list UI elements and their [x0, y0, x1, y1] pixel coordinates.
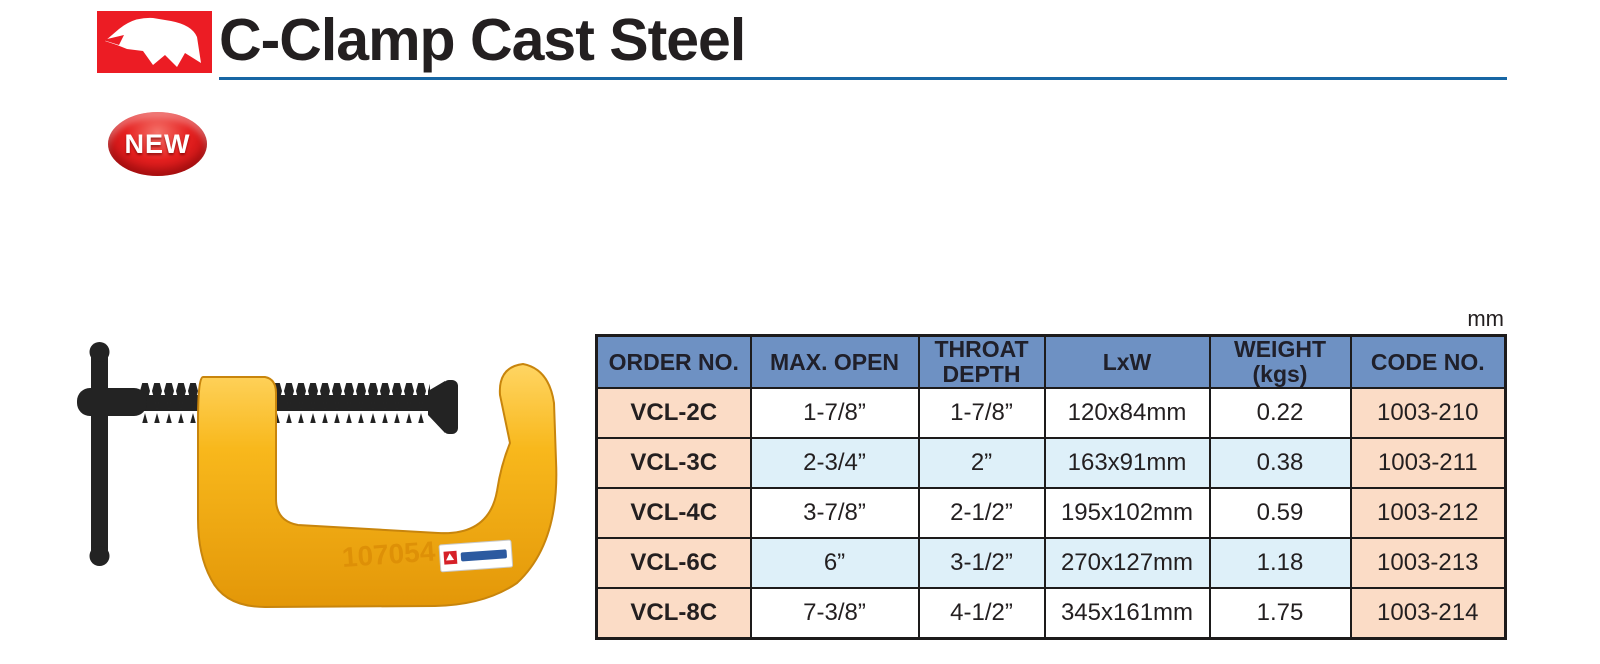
- cell-order-no: VCL-6C: [595, 537, 752, 589]
- cell-throat-depth: 1-7/8”: [917, 387, 1046, 439]
- column-header-code-no: CODE NO.: [1349, 334, 1507, 389]
- unit-note: mm: [1467, 306, 1504, 331]
- column-header-max-open: MAX. OPEN: [749, 334, 920, 389]
- column-header-weight: WEIGHT (kgs): [1208, 334, 1352, 389]
- table-header-row: ORDER NO. MAX. OPEN THROAT DEPTH LxW WEI…: [595, 334, 1507, 389]
- table-row: VCL-8C 7-3/8” 4-1/2” 345x161mm 1.75 1003…: [595, 587, 1507, 640]
- cell-code-no: 1003-213: [1349, 537, 1507, 589]
- cell-code-no: 1003-214: [1349, 587, 1507, 640]
- new-badge-label: NEW: [124, 128, 191, 159]
- cell-weight: 1.75: [1208, 587, 1352, 640]
- cell-throat-depth: 2-1/2”: [917, 487, 1046, 539]
- cell-order-no: VCL-4C: [595, 487, 752, 539]
- new-badge: NEW: [108, 112, 207, 176]
- cell-lxw: 345x161mm: [1043, 587, 1211, 640]
- cell-lxw: 270x127mm: [1043, 537, 1211, 589]
- clamp-brand-label: [438, 539, 514, 573]
- table-row: VCL-2C 1-7/8” 1-7/8” 120x84mm 0.22 1003-…: [595, 387, 1507, 439]
- cell-max-open: 3-7/8”: [749, 487, 920, 539]
- cell-max-open: 6”: [749, 537, 920, 589]
- page-title: C-Clamp Cast Steel: [219, 7, 746, 73]
- clamp-serial: 107054: [341, 535, 437, 572]
- cell-throat-depth: 3-1/2”: [917, 537, 1046, 589]
- cell-weight: 0.38: [1208, 437, 1352, 489]
- table-row: VCL-3C 2-3/4” 2” 163x91mm 0.38 1003-211: [595, 437, 1507, 489]
- table-row: VCL-6C 6” 3-1/2” 270x127mm 1.18 1003-213: [595, 537, 1507, 589]
- column-header-order-no: ORDER NO.: [595, 334, 752, 389]
- cell-lxw: 163x91mm: [1043, 437, 1211, 489]
- c-clamp-illustration: 107054: [77, 342, 558, 609]
- cell-code-no: 1003-210: [1349, 387, 1507, 439]
- column-header-lxw: LxW: [1043, 334, 1211, 389]
- cell-max-open: 2-3/4”: [749, 437, 920, 489]
- cell-lxw: 120x84mm: [1043, 387, 1211, 439]
- eagle-icon: [103, 17, 201, 67]
- column-header-throat-depth: THROAT DEPTH: [917, 334, 1046, 389]
- cell-order-no: VCL-3C: [595, 437, 752, 489]
- cell-code-no: 1003-211: [1349, 437, 1507, 489]
- cell-throat-depth: 2”: [917, 437, 1046, 489]
- cell-throat-depth: 4-1/2”: [917, 587, 1046, 640]
- brand-logo: [97, 11, 212, 73]
- product-image-clamp: 107054: [55, 331, 575, 631]
- table-row: VCL-4C 3-7/8” 2-1/2” 195x102mm 0.59 1003…: [595, 487, 1507, 539]
- cell-max-open: 7-3/8”: [749, 587, 920, 640]
- cell-code-no: 1003-212: [1349, 487, 1507, 539]
- cell-max-open: 1-7/8”: [749, 387, 920, 439]
- clamp-handle: [77, 342, 147, 566]
- title-underline: [219, 77, 1507, 80]
- cell-weight: 1.18: [1208, 537, 1352, 589]
- cell-order-no: VCL-8C: [595, 587, 752, 640]
- clamp-swivel-pad: [428, 380, 458, 434]
- spec-table: ORDER NO. MAX. OPEN THROAT DEPTH LxW WEI…: [595, 334, 1507, 640]
- cell-weight: 0.59: [1208, 487, 1352, 539]
- cell-order-no: VCL-2C: [595, 387, 752, 439]
- clamp-screw: [140, 383, 432, 423]
- cell-weight: 0.22: [1208, 387, 1352, 439]
- cell-lxw: 195x102mm: [1043, 487, 1211, 539]
